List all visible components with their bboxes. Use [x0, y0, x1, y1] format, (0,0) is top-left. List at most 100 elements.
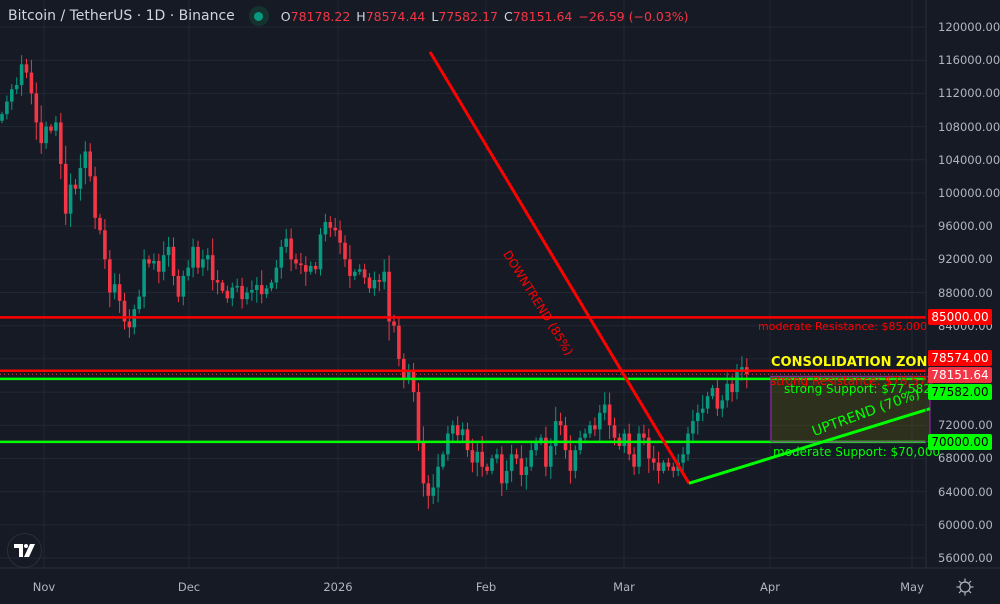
- candle-down: [338, 230, 342, 243]
- candle-up: [725, 383, 729, 401]
- candle-down: [304, 265, 308, 272]
- candle-up: [181, 275, 186, 297]
- tv-logo-icon: [13, 543, 35, 557]
- price-tag: 77582.00: [928, 384, 992, 400]
- candle-up: [191, 246, 195, 268]
- candle-down: [367, 277, 372, 289]
- price-axis-tick: 96000.00: [938, 219, 993, 234]
- candle-up: [598, 412, 602, 430]
- candle-up: [83, 151, 88, 169]
- market-status-icon[interactable]: [248, 6, 269, 26]
- price-axis-tick: 60000.00: [938, 517, 993, 532]
- candle-down: [225, 290, 230, 299]
- candle-up: [245, 292, 249, 300]
- price-axis-tick: 56000.00: [938, 551, 993, 565]
- time-axis-label: Mar: [613, 580, 635, 594]
- candle-down: [500, 454, 504, 484]
- candle-up: [553, 421, 558, 446]
- candle-down: [49, 126, 53, 131]
- time-axis-label: Feb: [475, 580, 497, 594]
- candle-up: [578, 437, 582, 451]
- settings-gear-icon[interactable]: [956, 578, 974, 596]
- moderate-resistance-label[interactable]: moderate Resistance: $85,000: [758, 320, 928, 333]
- candle-down: [333, 227, 337, 231]
- candle-down: [563, 425, 568, 451]
- candle-down: [59, 122, 63, 164]
- consolidation-zone-label[interactable]: CONSOLIDATION ZONE: [771, 355, 937, 370]
- price-tag: 85000.00: [928, 309, 992, 326]
- candle-up: [318, 234, 323, 270]
- candle-up: [201, 259, 205, 268]
- tradingview-logo[interactable]: [7, 533, 42, 568]
- candle-down: [73, 184, 78, 189]
- candle-down: [117, 284, 122, 301]
- candle-down: [343, 242, 347, 260]
- price-axis-tick: 104000.00: [938, 152, 1000, 167]
- symbol-title[interactable]: Bitcoin / TetherUS · 1D · Binance: [8, 8, 235, 24]
- close-value: 78151.64: [512, 8, 573, 24]
- candle-up: [14, 85, 19, 90]
- candle-up: [504, 470, 509, 484]
- candle-up: [509, 454, 514, 471]
- strong-resistance-label[interactable]: strong Resistance: $78,574: [770, 374, 935, 388]
- candle-down: [627, 433, 631, 455]
- candle-down: [568, 450, 573, 471]
- candle-up: [142, 259, 146, 297]
- candle-up: [372, 280, 377, 289]
- candle-up: [534, 441, 538, 451]
- candle-down: [730, 383, 734, 393]
- candle-up: [382, 271, 386, 282]
- open-value: 78178.22: [290, 8, 351, 24]
- candle-up: [710, 387, 715, 397]
- candle-down: [147, 259, 151, 264]
- price-axis-tick: 68000.00: [938, 451, 993, 466]
- candle-up: [255, 285, 259, 291]
- candle-down: [671, 466, 676, 471]
- trendlines[interactable]: [428, 51, 931, 485]
- candle-down: [171, 246, 176, 276]
- candle-up: [44, 126, 48, 144]
- high-value: 78574.44: [365, 8, 426, 24]
- candle-up: [539, 437, 543, 442]
- low-label: L: [431, 8, 439, 24]
- candle-down: [421, 441, 426, 484]
- price-axis-tick: 64000.00: [938, 484, 993, 499]
- strong-support-label[interactable]: strong Support: $77,582: [784, 382, 931, 396]
- open-label: O: [280, 8, 291, 24]
- candle-up: [284, 238, 288, 247]
- symbol-legend[interactable]: Bitcoin / TetherUS · 1D · Binance O 78178…: [8, 6, 689, 26]
- price-axis-tick: 112000.00: [938, 86, 1000, 101]
- candle-up: [78, 168, 83, 189]
- price-tag: 78574.00: [928, 350, 992, 366]
- candle-up: [279, 246, 284, 268]
- candle-up: [686, 433, 690, 455]
- candle-down: [103, 230, 107, 260]
- candle-down: [127, 321, 132, 328]
- candle-down: [642, 433, 646, 438]
- candle-down: [411, 371, 416, 393]
- candle-up: [622, 433, 627, 446]
- consolidation-zone[interactable]: [770, 375, 931, 443]
- candle-down: [470, 450, 475, 463]
- grid-lines: [0, 0, 926, 568]
- candle-down: [240, 285, 244, 300]
- candle-down: [647, 437, 651, 459]
- consolidation-box[interactable]: [770, 375, 931, 443]
- candle-down: [377, 280, 382, 282]
- candle-down: [715, 387, 720, 409]
- moderate-support-label[interactable]: moderate Support: $70,000: [773, 445, 941, 459]
- candle-up: [250, 290, 254, 293]
- candle-down: [88, 151, 92, 177]
- candle-down: [514, 454, 519, 459]
- price-axis-tick: 100000.00: [938, 185, 1000, 200]
- candle-up: [637, 433, 641, 467]
- candle-up: [681, 454, 685, 463]
- candle-up: [269, 282, 274, 289]
- trendline[interactable]: [428, 51, 691, 485]
- candle-down: [593, 425, 597, 430]
- trendline[interactable]: [688, 407, 931, 485]
- candle-up: [406, 371, 411, 380]
- high-label: H: [356, 8, 366, 24]
